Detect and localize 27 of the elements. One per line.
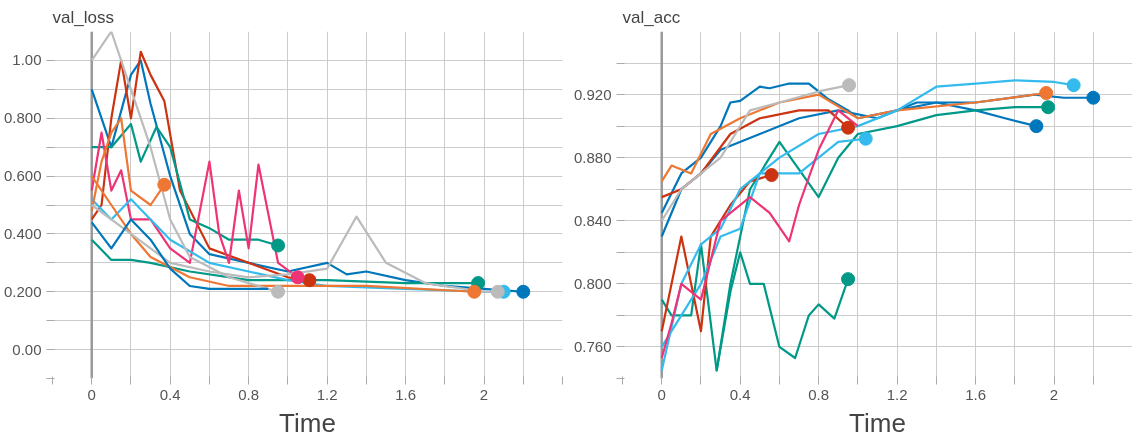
x-tick-label: 0 bbox=[87, 385, 96, 403]
y-tick-label: 0.400 bbox=[3, 224, 42, 242]
y-tick-label: 0.800 bbox=[573, 274, 612, 292]
x-axis-title: Time bbox=[279, 407, 336, 438]
y-tick-label: 0.600 bbox=[3, 167, 42, 185]
x-tick-label: 0 bbox=[657, 385, 666, 403]
x-tick-label: 1.6 bbox=[395, 385, 417, 403]
y-tick-label: 0.880 bbox=[573, 148, 612, 166]
x-tick-label: 1.6 bbox=[965, 385, 987, 403]
y-tick-label: 1.00 bbox=[12, 51, 42, 69]
x-tick-label: 1.2 bbox=[316, 385, 338, 403]
x-tick-label: 2 bbox=[1049, 385, 1059, 403]
x-tick-label: 0.8 bbox=[808, 385, 830, 403]
chart-title: val_loss bbox=[52, 7, 114, 27]
x-tick-label: 0.8 bbox=[238, 385, 260, 403]
y-tick-label: 0.920 bbox=[573, 85, 612, 103]
y-tick-label: 0.00 bbox=[12, 340, 42, 358]
x-axis-title: Time bbox=[849, 407, 906, 438]
y-tick-label: 0.800 bbox=[3, 109, 42, 127]
x-tick-label: 2 bbox=[479, 385, 489, 403]
x-tick-label: 1.2 bbox=[886, 385, 908, 403]
y-tick-label: 0.760 bbox=[573, 337, 612, 355]
y-tick-label: 0.840 bbox=[573, 211, 612, 229]
x-tick-label: 0.4 bbox=[159, 385, 181, 403]
x-tick-label: 0.4 bbox=[729, 385, 751, 403]
y-tick-label: 0.200 bbox=[3, 282, 42, 300]
chart-title: val_acc bbox=[622, 7, 681, 27]
